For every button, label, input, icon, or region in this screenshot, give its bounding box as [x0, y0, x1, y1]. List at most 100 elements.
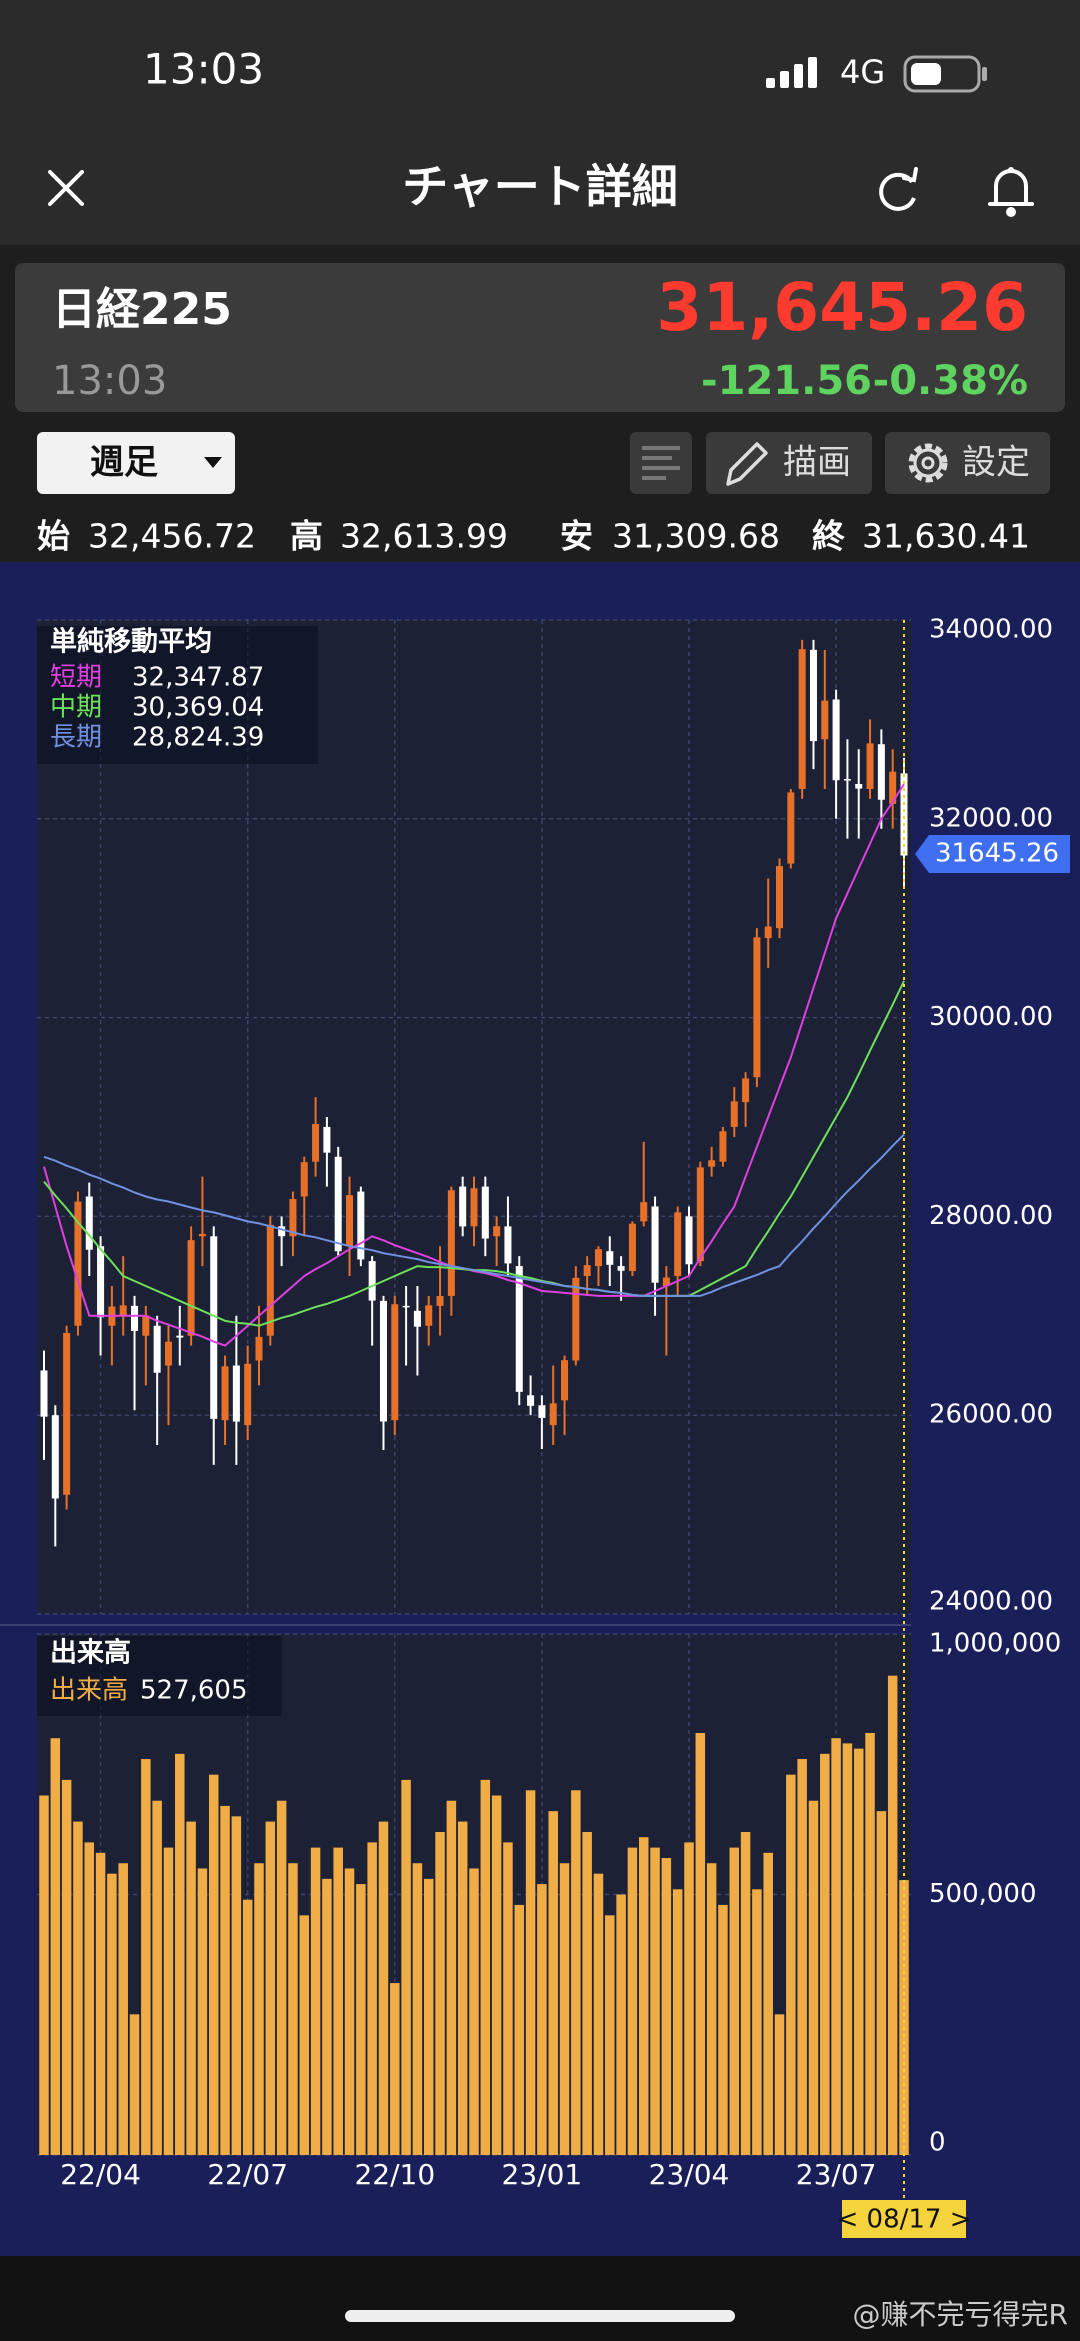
quote-time: 13:03 — [52, 358, 167, 404]
candle-body — [594, 1249, 602, 1267]
candle-body — [131, 1305, 139, 1332]
candle-body — [368, 1261, 376, 1301]
candle-body — [232, 1365, 240, 1422]
volume-bar — [95, 1852, 106, 2155]
volume-bar — [503, 1842, 513, 2155]
crosshair-label: < 08/17 > — [836, 2205, 971, 2235]
candle-body — [402, 1305, 410, 1308]
reload-button[interactable] — [879, 167, 918, 211]
y-tick-label: 32000.00 — [929, 803, 1053, 833]
candle-body — [97, 1246, 105, 1318]
candle-body — [244, 1363, 252, 1426]
candle-body — [74, 1201, 82, 1326]
volume-bar — [820, 1753, 830, 2155]
nav-title: チャート詳細 — [402, 160, 678, 214]
candle-body — [787, 792, 795, 864]
candle-body — [651, 1206, 659, 1283]
indicator-button[interactable] — [630, 432, 692, 494]
candle-body — [764, 926, 772, 939]
volume-bar — [650, 1847, 660, 2155]
candle-body — [776, 866, 784, 929]
candle-body — [278, 1226, 286, 1237]
volume-bar — [344, 1868, 355, 2155]
period-dropdown[interactable]: 週足 — [37, 432, 235, 494]
candle-body — [255, 1336, 263, 1361]
candle-body — [176, 1335, 184, 1338]
y-tick-label: 0 — [929, 2128, 946, 2158]
volume-bar — [152, 1800, 162, 2155]
volume-bar — [265, 1821, 276, 2155]
candle-body — [617, 1266, 625, 1271]
volume-bar — [310, 1847, 321, 2155]
ohlc-value: 31,630.41 — [862, 517, 1030, 556]
candle-body — [334, 1156, 342, 1252]
x-tick-label: 23/01 — [502, 2158, 583, 2191]
volume-bar — [254, 1863, 264, 2155]
volume-bar — [672, 1889, 683, 2155]
legend-title: 出来高 — [50, 1637, 131, 1669]
volume-bar — [865, 1732, 875, 2155]
candle-body — [549, 1403, 557, 1426]
candle-body — [266, 1224, 274, 1336]
period-label: 週足 — [90, 443, 158, 483]
volume-bar — [774, 2014, 785, 2155]
candle-body — [413, 1310, 421, 1327]
volume-bar — [107, 1873, 117, 2155]
quote-change-pct: -0.38% — [873, 358, 1028, 404]
watermark: @赚不完亏得完R — [853, 2298, 1068, 2331]
candle-body — [425, 1305, 433, 1326]
volume-bar — [242, 1899, 253, 2155]
candle-body — [866, 743, 874, 789]
volume-bar — [718, 1904, 728, 2155]
volume-bar — [706, 1863, 717, 2155]
volume-bar — [118, 1863, 128, 2155]
volume-bar — [853, 1748, 864, 2155]
candle-body — [538, 1405, 546, 1418]
volume-bar — [412, 1863, 423, 2155]
volume-bar — [627, 1847, 638, 2155]
price-tag — [915, 835, 1070, 874]
candle-body — [877, 744, 885, 800]
candle-body — [459, 1186, 467, 1227]
volume-bar — [39, 1795, 49, 2155]
ohlc-label: 高 — [290, 517, 323, 556]
candle-body — [674, 1212, 682, 1277]
quote-card — [15, 263, 1065, 412]
candle-body — [493, 1226, 501, 1237]
volume-bar — [797, 1759, 807, 2155]
ohlc-value: 32,456.72 — [88, 517, 256, 556]
volume-bar — [435, 1831, 445, 2155]
y-tick-label: 26000.00 — [929, 1400, 1053, 1430]
candle-body — [685, 1216, 693, 1265]
volume-bar — [129, 2014, 140, 2155]
candle-body — [719, 1131, 727, 1162]
legend-title: 単純移動平均 — [50, 626, 212, 658]
quote-name: 日経225 — [52, 284, 232, 335]
chart-layer: 24000.00 26000.00 28000.00 30000.00 32000.00… — [37, 615, 1070, 2238]
volume-bar — [582, 1831, 592, 2155]
settings-button[interactable]: 設定 — [885, 432, 1050, 494]
volume-bar — [288, 1863, 298, 2155]
candle-body — [730, 1101, 738, 1127]
volume-bar — [50, 1738, 61, 2155]
bell-button[interactable] — [988, 167, 1034, 217]
legend-value: 28,824.39 — [132, 723, 264, 753]
close-button[interactable] — [48, 170, 84, 206]
x-tick-label: 23/04 — [649, 2158, 730, 2191]
volume-bar — [537, 1884, 547, 2155]
volume-bar — [808, 1800, 819, 2155]
candle-body — [832, 699, 840, 781]
draw-button[interactable]: 描画 — [706, 432, 872, 494]
quote-price: 31,645.26 — [656, 269, 1028, 346]
candle-body — [210, 1236, 218, 1419]
ohlc-label: 始 — [37, 517, 70, 556]
candle-body — [40, 1370, 48, 1417]
candle-body — [436, 1296, 444, 1306]
volume-bar — [887, 1675, 898, 2155]
candle-body — [900, 773, 908, 856]
volume-bar — [548, 1811, 558, 2155]
candle-body — [312, 1123, 320, 1162]
x-tick-label: 22/10 — [354, 2158, 435, 2191]
legend-box — [37, 1636, 282, 1716]
